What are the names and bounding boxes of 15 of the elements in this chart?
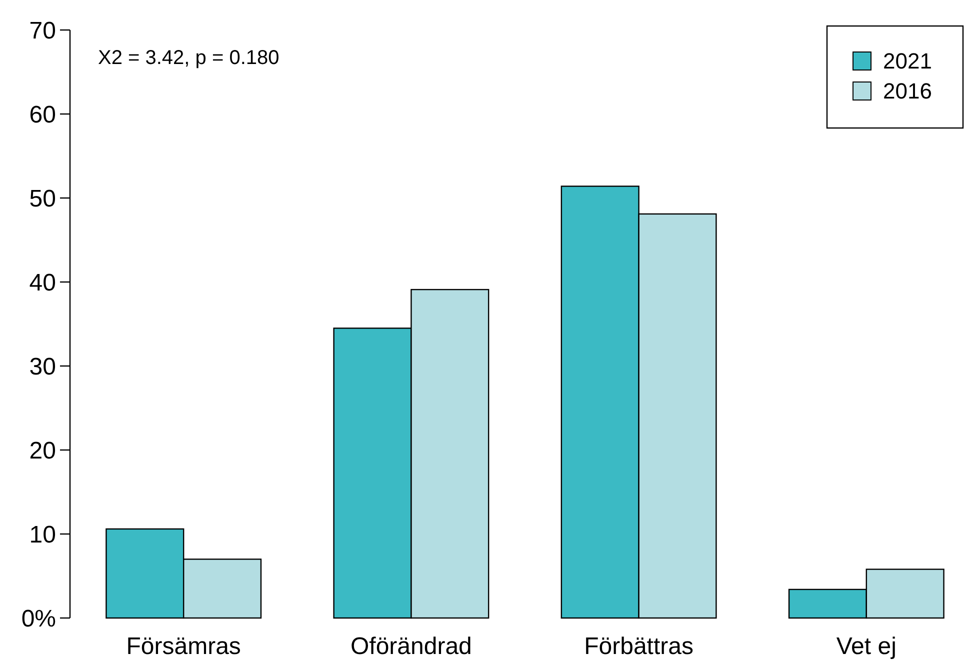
y-tick-label: 50 bbox=[29, 185, 56, 212]
y-tick-label: 40 bbox=[29, 269, 56, 296]
legend-label: 2021 bbox=[883, 48, 932, 74]
annotation: X2 = 3.42, p = 0.180 bbox=[98, 47, 280, 69]
x-tick-label: Försämras bbox=[126, 633, 241, 660]
y-tick-label: 20 bbox=[29, 437, 56, 464]
y-tick-label: 60 bbox=[29, 101, 56, 128]
y-tick-label: 70 bbox=[29, 17, 56, 44]
y-tick-label: 0% bbox=[21, 605, 56, 632]
x-tick-label: Oförändrad bbox=[350, 633, 472, 660]
y-tick-label: 10 bbox=[29, 521, 56, 548]
x-tick-label: Vet ej bbox=[836, 633, 896, 660]
legend-label: 2016 bbox=[883, 78, 932, 104]
y-tick-label: 30 bbox=[29, 353, 56, 380]
x-tick-label: Förbättras bbox=[584, 633, 694, 660]
